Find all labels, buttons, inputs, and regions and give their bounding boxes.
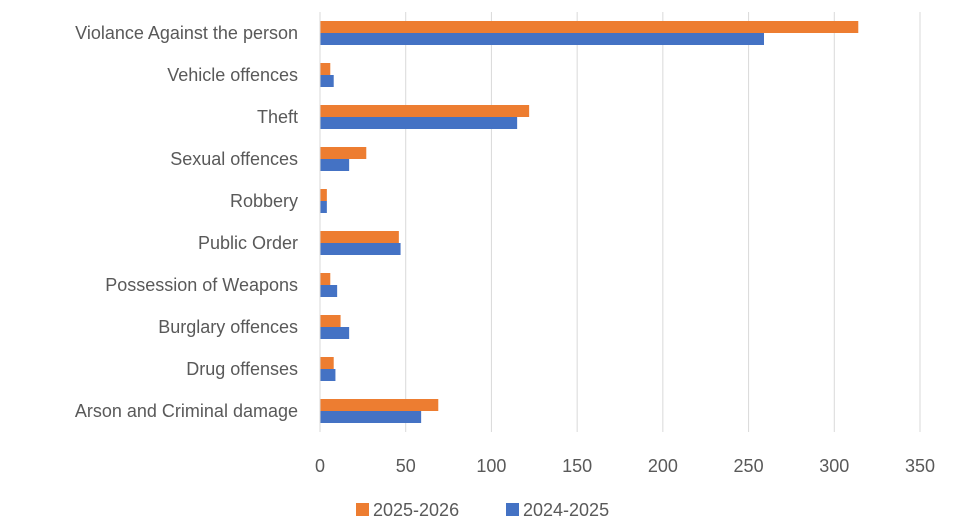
bar-series-2024-2025-4	[320, 201, 327, 213]
bar-series-2024-2025-2	[320, 117, 518, 129]
bar-series-2025-2026-0	[320, 21, 859, 33]
category-label: Burglary offences	[158, 317, 298, 337]
x-tick-label: 100	[476, 456, 506, 476]
category-label: Public Order	[198, 233, 298, 253]
bar-series-2025-2026-5	[320, 231, 399, 243]
category-label: Vehicle offences	[167, 65, 298, 85]
bar-series-2024-2025-7	[320, 327, 350, 339]
x-tick-label: 300	[819, 456, 849, 476]
bar-series-2024-2025-5	[320, 243, 401, 255]
category-label: Robbery	[230, 191, 298, 211]
x-tick-label: 150	[562, 456, 592, 476]
bar-series-2025-2026-2	[320, 105, 530, 117]
bar-series-2024-2025-6	[320, 285, 338, 297]
x-tick-label: 50	[396, 456, 416, 476]
bar-series-2024-2025-9	[320, 411, 422, 423]
bar-series-2025-2026-8	[320, 357, 334, 369]
bar-series-2024-2025-0	[320, 33, 764, 45]
bar-series-2024-2025-3	[320, 159, 350, 171]
bar-series-2024-2025-8	[320, 369, 336, 381]
category-label: Arson and Criminal damage	[75, 401, 298, 421]
bar-series-2025-2026-3	[320, 147, 367, 159]
bar-series-2025-2026-4	[320, 189, 327, 201]
legend-swatch-2025-2026	[356, 503, 369, 516]
bar-series-2025-2026-1	[320, 63, 331, 75]
x-tick-label: 350	[905, 456, 935, 476]
legend-label-2025-2026: 2025-2026	[373, 500, 459, 520]
legend-label-2024-2025: 2024-2025	[523, 500, 609, 520]
x-tick-label: 0	[315, 456, 325, 476]
category-labels: Violance Against the person Vehicle offen…	[75, 23, 298, 421]
category-label: Sexual offences	[170, 149, 298, 169]
x-tick-label: 200	[648, 456, 678, 476]
x-tick-labels: 0 50 100 150 200 250 300 350	[315, 456, 935, 476]
bar-series-2024-2025-1	[320, 75, 334, 87]
category-label: Drug offenses	[186, 359, 298, 379]
bar-series-2025-2026-9	[320, 399, 439, 411]
category-label: Possession of Weapons	[105, 275, 298, 295]
legend-swatch-2024-2025	[506, 503, 519, 516]
category-label: Theft	[257, 107, 298, 127]
x-tick-label: 250	[734, 456, 764, 476]
bar-series-2025-2026-6	[320, 273, 331, 285]
bar-series-2025-2026-7	[320, 315, 341, 327]
legend: 2025-2026 2024-2025	[356, 500, 609, 520]
grid-layer	[405, 12, 921, 432]
bars-layer	[320, 21, 859, 423]
category-label: Violance Against the person	[75, 23, 298, 43]
